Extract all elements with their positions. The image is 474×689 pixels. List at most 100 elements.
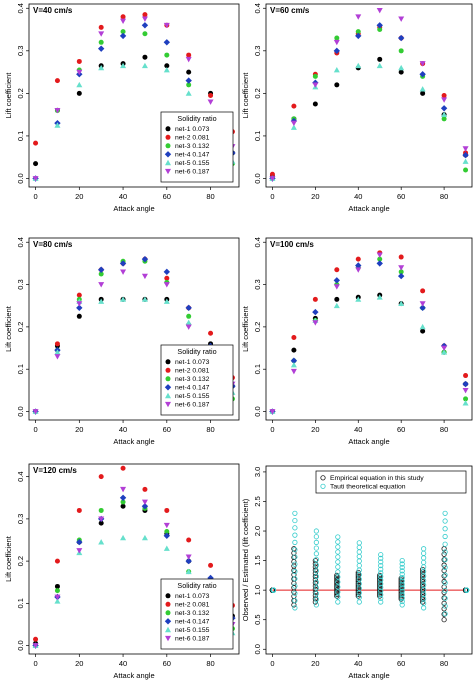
data-point bbox=[421, 555, 427, 561]
data-point bbox=[462, 151, 469, 159]
legend-label: net-4 0.147 bbox=[175, 619, 210, 626]
data-point bbox=[312, 308, 319, 316]
data-point bbox=[442, 541, 448, 547]
data-point bbox=[421, 546, 427, 552]
data-point bbox=[333, 47, 341, 55]
data-point bbox=[120, 62, 127, 69]
data-point bbox=[333, 277, 341, 284]
data-point bbox=[378, 559, 384, 565]
x-tick-label: 20 bbox=[311, 659, 319, 668]
data-point bbox=[376, 252, 383, 258]
data-point bbox=[292, 517, 298, 524]
legend-box bbox=[315, 470, 467, 494]
data-point bbox=[378, 552, 384, 558]
data-point bbox=[292, 547, 298, 553]
data-point bbox=[419, 304, 426, 312]
data-point bbox=[141, 22, 149, 29]
x-tick-label: 0 bbox=[33, 659, 37, 668]
data-point bbox=[185, 568, 192, 575]
legend-marker bbox=[165, 601, 171, 607]
data-point bbox=[76, 90, 82, 96]
legend-label: net-4 0.147 bbox=[175, 152, 210, 159]
legend-label: net-1 0.073 bbox=[175, 593, 210, 600]
data-point bbox=[312, 296, 318, 302]
plot-frame bbox=[28, 463, 240, 655]
x-axis-label: Attack angle bbox=[113, 204, 154, 213]
legend-label: net-6 0.187 bbox=[175, 402, 210, 409]
legend-marker bbox=[165, 635, 171, 642]
data-point bbox=[120, 18, 127, 25]
legend-label: net-3 0.132 bbox=[175, 610, 210, 617]
x-tick-label: 80 bbox=[206, 192, 214, 201]
data-point bbox=[163, 66, 170, 73]
data-point bbox=[291, 580, 297, 586]
data-point bbox=[399, 595, 405, 601]
legend-marker bbox=[165, 626, 171, 633]
data-point bbox=[442, 526, 448, 532]
data-point bbox=[120, 269, 127, 275]
data-point bbox=[119, 494, 127, 501]
data-point bbox=[378, 599, 384, 605]
legend-label: net-2 0.081 bbox=[175, 135, 210, 142]
data-point bbox=[163, 282, 170, 288]
plot-frame bbox=[265, 465, 473, 655]
data-point bbox=[32, 176, 39, 182]
data-point bbox=[463, 373, 469, 379]
data-point bbox=[442, 549, 448, 555]
data-point bbox=[355, 582, 361, 588]
data-point bbox=[398, 69, 404, 75]
data-point bbox=[442, 603, 448, 609]
data-point bbox=[335, 539, 341, 545]
data-point bbox=[420, 574, 426, 580]
data-point bbox=[292, 576, 298, 582]
legend-label: net-1 0.073 bbox=[175, 359, 210, 366]
data-point bbox=[270, 587, 277, 593]
data-point bbox=[292, 561, 298, 567]
data-point bbox=[98, 282, 105, 288]
x-tick-label: 60 bbox=[397, 425, 405, 434]
data-point bbox=[98, 520, 104, 526]
y-tick-label: 0.0 bbox=[253, 406, 262, 416]
x-tick-label: 20 bbox=[311, 425, 319, 434]
legend-marker bbox=[165, 143, 171, 149]
x-tick-label: 80 bbox=[206, 425, 214, 434]
data-point bbox=[313, 562, 319, 568]
data-point bbox=[442, 611, 448, 617]
data-point bbox=[399, 561, 405, 567]
data-point bbox=[76, 81, 83, 88]
y-tick-label: 0.0 bbox=[16, 173, 25, 183]
data-point bbox=[442, 564, 448, 571]
data-point bbox=[54, 354, 61, 360]
data-point bbox=[377, 27, 383, 33]
x-tick-label: 20 bbox=[311, 192, 319, 201]
data-point bbox=[119, 260, 127, 267]
data-point bbox=[98, 31, 105, 37]
legend-marker bbox=[165, 610, 171, 616]
data-point bbox=[441, 606, 447, 612]
data-point bbox=[334, 296, 340, 302]
data-point bbox=[290, 124, 297, 130]
data-point bbox=[355, 575, 361, 581]
data-point bbox=[76, 313, 82, 319]
data-point bbox=[419, 71, 426, 78]
data-point bbox=[441, 617, 447, 623]
data-point bbox=[399, 581, 405, 588]
y-tick-label: 0.0 bbox=[253, 644, 262, 654]
data-point bbox=[378, 566, 384, 572]
legend-marker bbox=[320, 475, 326, 481]
x-tick-label: 40 bbox=[119, 425, 127, 434]
data-point bbox=[441, 349, 448, 355]
data-point bbox=[208, 330, 214, 336]
data-point bbox=[377, 572, 383, 578]
data-point bbox=[378, 570, 384, 576]
data-point bbox=[120, 296, 127, 302]
data-point bbox=[98, 64, 105, 71]
data-point bbox=[164, 52, 170, 58]
data-point bbox=[398, 16, 405, 22]
data-point bbox=[54, 594, 61, 600]
data-point bbox=[76, 58, 82, 64]
data-point bbox=[378, 555, 384, 561]
panel-title: V=100 cm/s bbox=[270, 240, 314, 249]
data-point bbox=[163, 532, 171, 539]
